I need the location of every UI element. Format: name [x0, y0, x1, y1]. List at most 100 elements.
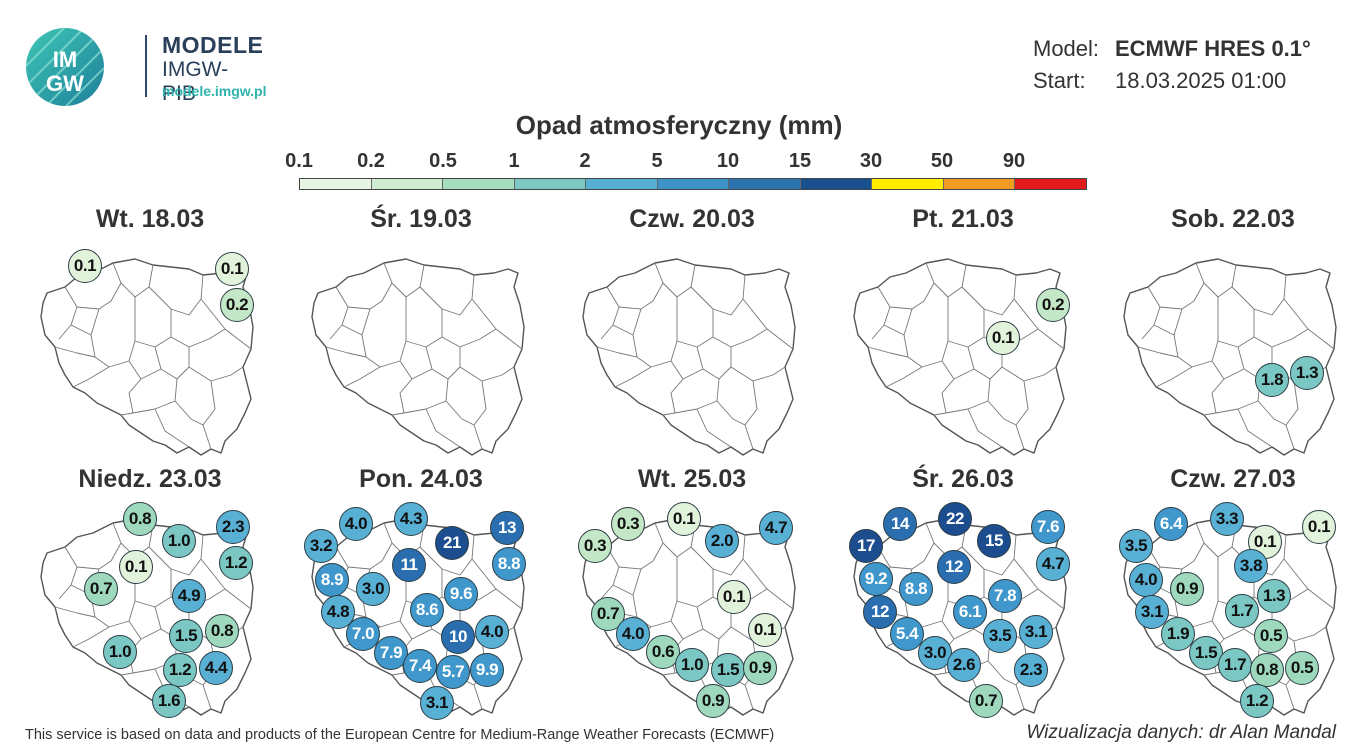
voivodeship-border — [1159, 262, 1205, 310]
voivodeship-border — [1223, 368, 1245, 380]
voivodeship-border — [730, 366, 786, 382]
voivodeship-border — [224, 588, 252, 610]
voivodeship-border — [54, 346, 96, 358]
voivodeship-border — [676, 569, 714, 608]
footer-credit: Wizualizacja danych: dr Alan Mandal — [1026, 722, 1336, 743]
voivodeship-border — [690, 534, 746, 576]
voivodeship-border — [224, 328, 252, 350]
precip-value-marker: 4.0 — [616, 617, 650, 651]
voivodeship-border — [76, 262, 122, 310]
precip-value-marker: 9.6 — [444, 577, 478, 611]
legend-label: 10 — [716, 150, 740, 172]
voivodeship-border — [632, 557, 678, 628]
country-outline — [311, 258, 525, 456]
legend-label: 5 — [651, 150, 663, 172]
precip-value-marker: 17 — [849, 529, 883, 563]
precip-value-marker: 2.6 — [947, 648, 981, 682]
voivodeship-border — [134, 569, 172, 608]
legend-swatch — [371, 179, 444, 189]
precip-value-marker: 1.2 — [219, 546, 253, 580]
legend-label: 0.2 — [357, 150, 385, 172]
voivodeship-border — [632, 297, 678, 368]
voivodeship-border — [618, 522, 664, 570]
country-outline — [40, 258, 254, 456]
precip-value-marker: 15 — [977, 524, 1011, 558]
voivodeship-border — [329, 286, 349, 340]
poland-map — [853, 258, 1067, 456]
panel-date-title: Pt. 21.03 — [912, 205, 1014, 233]
voivodeship-border — [132, 378, 178, 414]
voivodeship-border — [1237, 408, 1273, 448]
voivodeship-border — [766, 328, 794, 350]
voivodeship-border — [961, 274, 1017, 316]
precip-value-marker: 3.8 — [1234, 549, 1268, 583]
precip-value-marker: 2.3 — [1014, 653, 1048, 687]
voivodeship-border — [419, 534, 475, 576]
voivodeship-border — [148, 274, 204, 316]
legend-swatch — [514, 179, 587, 189]
voivodeship-border — [662, 360, 684, 416]
voivodeship-border — [1155, 366, 1193, 388]
logo-url-link[interactable]: modele.imgw.pl — [162, 83, 267, 99]
precip-value-marker: 1.6 — [152, 684, 186, 718]
voivodeship-border — [58, 546, 78, 600]
voivodeship-border — [682, 628, 704, 640]
precip-value-marker: 0.1 — [667, 502, 701, 536]
logo-divider — [145, 35, 147, 97]
precip-value-marker: 10 — [441, 620, 475, 654]
map-title: Opad atmosferyczny (mm) — [515, 110, 843, 140]
voivodeship-border — [90, 297, 136, 368]
voivodeship-border — [674, 378, 720, 414]
voivodeship-border — [188, 366, 244, 382]
precip-value-marker: 0.7 — [969, 684, 1003, 718]
voivodeship-border — [676, 309, 714, 348]
voivodeship-border — [662, 524, 696, 558]
precip-value-marker: 0.1 — [215, 252, 249, 286]
precip-value-marker: 0.2 — [1036, 288, 1070, 322]
precip-value-marker: 4.3 — [394, 502, 428, 536]
logo-subtitle: IMGW-PIB — [162, 58, 229, 105]
voivodeship-border — [170, 298, 226, 348]
precip-value-marker: 1.0 — [675, 648, 709, 682]
precip-value-marker: 1.8 — [1255, 363, 1289, 397]
legend-label: 2 — [579, 150, 591, 172]
precip-value-marker: 21 — [435, 526, 469, 560]
svg-text:IM: IM — [53, 47, 77, 72]
start-value: 18.03.2025 01:00 — [1115, 68, 1287, 93]
legend-swatch — [729, 179, 801, 189]
precip-value-marker: 1.5 — [169, 619, 203, 653]
legend-label: 0.1 — [285, 150, 313, 172]
legend-swatch — [657, 179, 730, 189]
voivodeship-border — [154, 408, 190, 448]
precip-value-marker: 22 — [938, 502, 972, 536]
voivodeship-border — [403, 378, 449, 414]
precip-value-marker: 8.9 — [315, 563, 349, 597]
precip-value-marker: 6.1 — [953, 595, 987, 629]
start-label: Start: — [1033, 68, 1086, 93]
voivodeship-border — [361, 557, 407, 628]
voivodeship-border — [1203, 524, 1237, 558]
precip-value-marker: 4.8 — [321, 595, 355, 629]
precip-value-marker: 0.1 — [1302, 510, 1336, 544]
voivodeship-border — [600, 286, 620, 340]
voivodeship-border — [662, 264, 696, 298]
precip-value-marker: 12 — [863, 595, 897, 629]
precip-value-marker: 3.3 — [1210, 502, 1244, 536]
precip-value-marker: 1.3 — [1257, 579, 1291, 613]
precip-value-marker: 8.6 — [410, 593, 444, 627]
voivodeship-border — [495, 328, 523, 350]
precip-value-marker: 1.2 — [163, 653, 197, 687]
precip-value-marker: 1.2 — [1240, 684, 1274, 718]
voivodeship-border — [343, 366, 381, 388]
voivodeship-border — [140, 368, 162, 380]
voivodeship-border — [419, 274, 475, 316]
voivodeship-border — [1015, 380, 1029, 450]
precip-value-marker: 13 — [490, 511, 524, 545]
voivodeship-border — [58, 286, 78, 340]
legend-swatch — [800, 179, 873, 189]
legend-label: 0.5 — [429, 150, 457, 172]
legend-swatch — [1015, 179, 1087, 189]
panel-date-title: Śr. 26.03 — [912, 465, 1014, 493]
legend-swatch — [586, 179, 658, 189]
voivodeship-border — [1173, 297, 1219, 368]
